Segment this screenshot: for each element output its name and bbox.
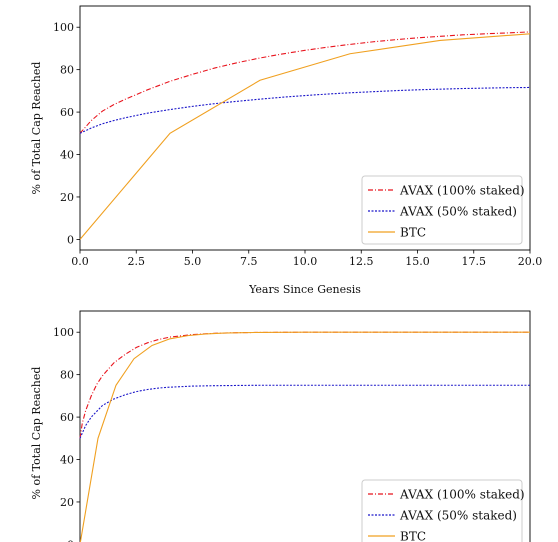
x-tick-label: 12.5 [349,255,374,268]
legend-label: AVAX (50% staked) [399,509,517,523]
y-tick-label: 40 [60,454,74,467]
legend-label: AVAX (100% staked) [399,184,525,198]
series-line-1 [79,384,530,439]
y-tick-label: 0 [67,233,74,246]
y-tick-label: 80 [60,369,74,382]
y-axis-label: % of Total Cap Reached [30,367,43,500]
x-tick-label: 0.0 [71,255,89,268]
x-tick-label: 2.5 [128,255,146,268]
legend-label: BTC [400,226,426,240]
series-line-0 [79,331,530,439]
y-tick-label: 40 [60,149,74,162]
legend-box [361,175,523,245]
x-tick-label: 20.0 [518,255,543,268]
y-tick-label: 20 [60,191,74,204]
x-tick-label: 10.0 [293,255,318,268]
y-tick-label: 60 [60,106,74,119]
chart-top: 0 20 40 60 80 100 0.0 2.5 5.0 7.5 10.0 12.5 15.0 17.5… [30,5,543,296]
y-tick-label: 100 [53,21,74,34]
y-tick-label: 20 [60,496,74,509]
x-tick-label: 17.5 [462,255,487,268]
series-line-2 [79,33,531,240]
x-axis-label: Years Since Genesis [248,283,361,296]
series-line-1 [79,86,531,134]
y-tick-label: 80 [60,64,74,77]
series-line-2 [79,331,530,542]
x-tick-label: 5.0 [184,255,202,268]
x-tick-label: 15.0 [405,255,430,268]
legend-label: AVAX (50% staked) [399,205,517,219]
chart-bottom: 0 20 40 60 80 100 AVAX (100% staked) AVAX (50%… [30,310,531,542]
y-axis-label: % of Total Cap Reached [30,62,43,195]
legend-box [361,479,523,542]
y-tick-label: 60 [60,411,74,424]
legend-label: BTC [400,530,426,542]
legend-label: AVAX (100% staked) [399,488,525,502]
x-tick-label: 7.5 [240,255,258,268]
y-tick-label: 100 [53,326,74,339]
y-tick-label: 0 [67,538,74,542]
plot-frame [79,310,531,542]
series-line-0 [79,31,531,134]
